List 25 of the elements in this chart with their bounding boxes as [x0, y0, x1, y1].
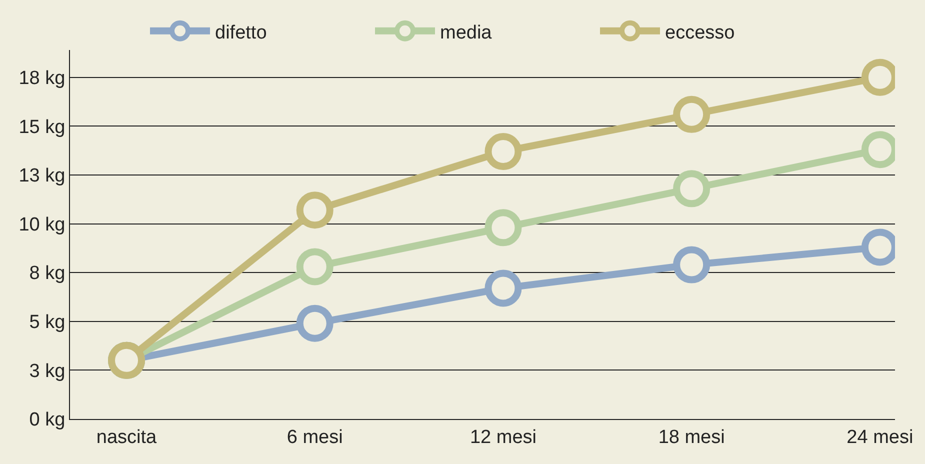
y-tick-label: 5 kg: [29, 312, 66, 334]
x-tick-label: nascita: [96, 426, 158, 448]
legend-label: media: [440, 22, 492, 44]
legend-label: eccesso: [665, 22, 735, 44]
point: [484, 133, 522, 170]
y-tick-label: 8 kg: [29, 263, 66, 284]
x-tick-label: 6 mesi: [286, 426, 343, 448]
point: [484, 209, 522, 246]
point: [673, 170, 710, 208]
x-tick-label: 24 mesi: [846, 426, 914, 448]
point: [296, 304, 334, 342]
y-tick-label: 0 kg: [29, 410, 66, 431]
point: [673, 246, 710, 284]
point: [673, 96, 710, 133]
point: [484, 270, 522, 307]
point: [296, 248, 334, 286]
x-tick-label: 18 mesi: [658, 426, 725, 448]
y-tick-label: 3 kg: [29, 360, 66, 382]
y-tick-label: 15 kg: [18, 116, 66, 138]
legend-label: difetto: [215, 22, 267, 44]
y-tick-label: 10 kg: [18, 214, 66, 236]
y-tick-label: 18 kg: [18, 68, 66, 89]
point: [296, 192, 334, 229]
y-tick-label: 13 kg: [18, 166, 66, 187]
x-tick-label: 12 mesi: [470, 426, 536, 448]
